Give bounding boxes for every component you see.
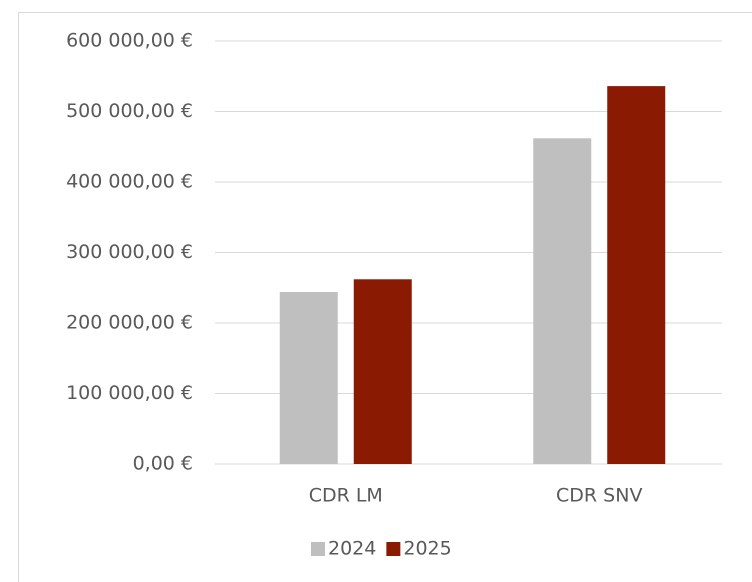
x-tick-label: CDR SNV [556, 485, 642, 507]
y-tick-label: 400 000,00 € [66, 171, 193, 193]
bar [533, 138, 592, 465]
legend-label: 2025 [403, 538, 451, 560]
x-tick-label: CDR LM [309, 485, 383, 507]
y-tick-label: 0,00 € [133, 453, 193, 475]
y-tick-label: 500 000,00 € [66, 100, 193, 122]
y-tick-label: 100 000,00 € [66, 382, 193, 404]
chart-border [18, 12, 752, 582]
y-tick-label: 200 000,00 € [66, 312, 193, 334]
bar [353, 279, 412, 464]
bar [607, 86, 666, 465]
y-tick-label: 300 000,00 € [66, 241, 193, 263]
legend-swatch [311, 542, 325, 556]
legend-swatch [386, 542, 401, 556]
y-tick-label: 600 000,00 € [66, 30, 193, 52]
legend-label: 2024 [328, 538, 376, 560]
bar [279, 291, 338, 464]
